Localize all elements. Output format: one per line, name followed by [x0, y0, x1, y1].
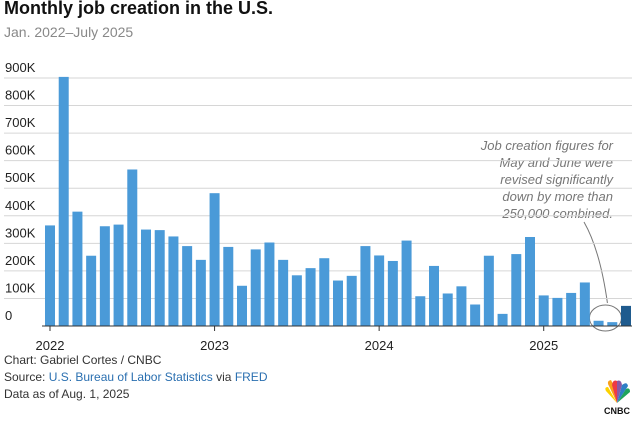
bar	[195, 259, 206, 326]
bar	[168, 236, 179, 326]
y-tick-label: 500K	[5, 170, 36, 185]
chart-subtitle: Jan. 2022–July 2025	[4, 24, 133, 40]
bar	[45, 225, 55, 326]
credit: Chart: Gabriel Cortes / CNBC	[4, 353, 162, 367]
fred-link[interactable]: FRED	[235, 370, 268, 384]
bar	[552, 297, 563, 326]
y-tick-label: 0	[5, 308, 12, 323]
y-tick-label: 900K	[5, 60, 36, 75]
bar	[387, 260, 398, 326]
bar	[566, 292, 577, 326]
bar	[607, 322, 618, 326]
bar	[72, 211, 83, 326]
bar	[525, 236, 535, 326]
y-tick-label: 100K	[5, 280, 36, 295]
bar	[209, 193, 220, 326]
bar	[319, 258, 330, 326]
bar	[141, 229, 151, 326]
bar	[99, 226, 110, 326]
bar	[415, 296, 426, 326]
source: Source: U.S. Bureau of Labor Statistics …	[4, 370, 268, 384]
bar	[593, 320, 604, 326]
bar	[579, 282, 590, 326]
data-date: Data as of Aug. 1, 2025	[4, 387, 130, 401]
bar	[346, 275, 357, 326]
x-tick-label: 2023	[200, 338, 229, 353]
annotation-line: May and June were	[500, 155, 613, 170]
bar	[333, 280, 343, 326]
highlight-circle	[588, 304, 622, 332]
logo-text: CNBC	[604, 406, 630, 416]
bar	[401, 240, 412, 326]
bar	[538, 295, 549, 326]
bar	[621, 305, 631, 326]
annotation: Job creation figures for May and June wer…	[480, 138, 622, 332]
bar	[278, 259, 289, 326]
bar	[154, 230, 165, 326]
x-tick-label: 2024	[365, 338, 394, 353]
bar	[127, 169, 138, 326]
annotation-line: revised significantly	[500, 172, 614, 187]
bar	[182, 246, 193, 326]
annotation-line: down by more than	[502, 189, 613, 204]
bar	[264, 242, 275, 326]
bar	[113, 224, 124, 326]
bar	[58, 76, 69, 326]
y-tick-label: 800K	[5, 88, 36, 103]
source-via: via	[213, 370, 235, 384]
chart-title: Monthly job creation in the U.S.	[4, 0, 273, 18]
bar	[237, 285, 247, 326]
bar	[483, 255, 494, 326]
bar	[456, 286, 467, 326]
annotation-arrow	[583, 221, 608, 304]
bar	[291, 275, 302, 326]
x-tick-label: 2022	[36, 338, 65, 353]
bar	[429, 265, 439, 326]
bar	[305, 268, 316, 326]
bar	[442, 293, 453, 326]
source-prefix: Source:	[4, 370, 49, 384]
bar	[360, 246, 371, 326]
y-tick-label: 400K	[5, 198, 36, 213]
y-tick-label: 300K	[5, 225, 36, 240]
y-tick-label: 700K	[5, 115, 36, 130]
x-tick-label: 2025	[529, 338, 558, 353]
annotation-line: Job creation figures for	[480, 138, 614, 153]
bar	[511, 254, 522, 326]
bar	[250, 249, 261, 326]
bar	[86, 255, 97, 326]
source-link[interactable]: U.S. Bureau of Labor Statistics	[49, 370, 213, 384]
bar	[374, 255, 385, 326]
bar	[470, 304, 481, 326]
cnbc-logo: CNBC	[604, 380, 630, 416]
annotation-line: 250,000 combined.	[501, 206, 613, 221]
bar	[497, 313, 508, 326]
bar	[223, 246, 234, 326]
y-tick-label: 200K	[5, 253, 36, 268]
y-tick-label: 600K	[5, 143, 36, 158]
